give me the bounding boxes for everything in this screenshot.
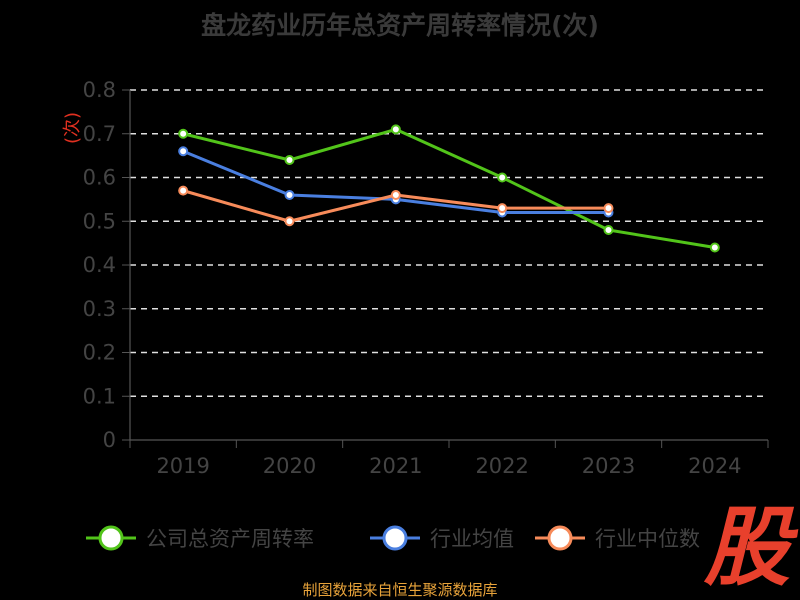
y-tick-label: 0.3	[83, 297, 116, 321]
grid-lines	[130, 89, 768, 397]
y-tick-label: 0.7	[83, 122, 116, 146]
series-1	[178, 146, 614, 218]
source-note: 制图数据来自恒生聚源数据库	[302, 581, 498, 599]
y-tick-label: 0.4	[83, 253, 116, 277]
legend-label: 公司总资产周转率	[146, 527, 314, 551]
legend-label: 行业均值	[430, 527, 514, 551]
x-tick-label: 2019	[156, 454, 209, 478]
legend-item[interactable]: 公司总资产周转率	[86, 525, 314, 551]
data-point[interactable]	[284, 155, 295, 165]
x-tick-label: 2023	[582, 454, 635, 478]
legend-label: 行业中位数	[595, 527, 700, 551]
x-tick-label: 2020	[263, 454, 316, 478]
data-point[interactable]	[178, 146, 189, 157]
watermark-logo: 股	[704, 498, 790, 598]
legend-swatch-marker	[547, 525, 573, 551]
x-tick-label: 2022	[475, 454, 528, 478]
series-line	[182, 127, 716, 249]
chart-title: 盘龙药业历年总资产周转率情况(次)	[201, 11, 599, 40]
data-point[interactable]	[178, 128, 189, 139]
legend[interactable]: 公司总资产周转率 行业均值 行业中位数	[86, 525, 700, 551]
axes: 0 0.1 0.2 0.3 0.4 0.5 0.6 0.7 0.8 2019 2020 2021 202…	[83, 78, 769, 478]
legend-swatch-marker	[98, 525, 124, 551]
x-tick-label: 2024	[688, 454, 741, 478]
y-tick-label: 0.5	[83, 209, 116, 233]
data-point[interactable]	[178, 185, 189, 196]
legend-item[interactable]: 行业均值	[370, 525, 514, 551]
data-point[interactable]	[284, 216, 295, 227]
series-lines	[178, 124, 720, 253]
y-tick-label: 0.2	[83, 341, 116, 365]
legend-item[interactable]: 行业中位数	[535, 525, 700, 551]
y-axis-label: (次)	[62, 112, 83, 144]
x-tick-label: 2021	[369, 454, 422, 478]
data-point[interactable]	[603, 203, 614, 214]
y-tick-label: 0	[103, 428, 116, 452]
series-2	[178, 185, 614, 227]
data-point[interactable]	[390, 190, 401, 200]
data-point[interactable]	[603, 225, 614, 235]
data-point[interactable]	[390, 124, 401, 135]
y-tick-label: 0.6	[83, 166, 116, 190]
data-point[interactable]	[284, 190, 295, 200]
y-tick-label: 0.8	[83, 78, 116, 102]
data-point[interactable]	[497, 203, 508, 214]
y-tick-label: 0.1	[83, 384, 116, 408]
legend-swatch-marker	[382, 525, 408, 551]
data-point[interactable]	[497, 172, 508, 183]
series-0	[178, 124, 720, 253]
data-point[interactable]	[709, 242, 720, 253]
